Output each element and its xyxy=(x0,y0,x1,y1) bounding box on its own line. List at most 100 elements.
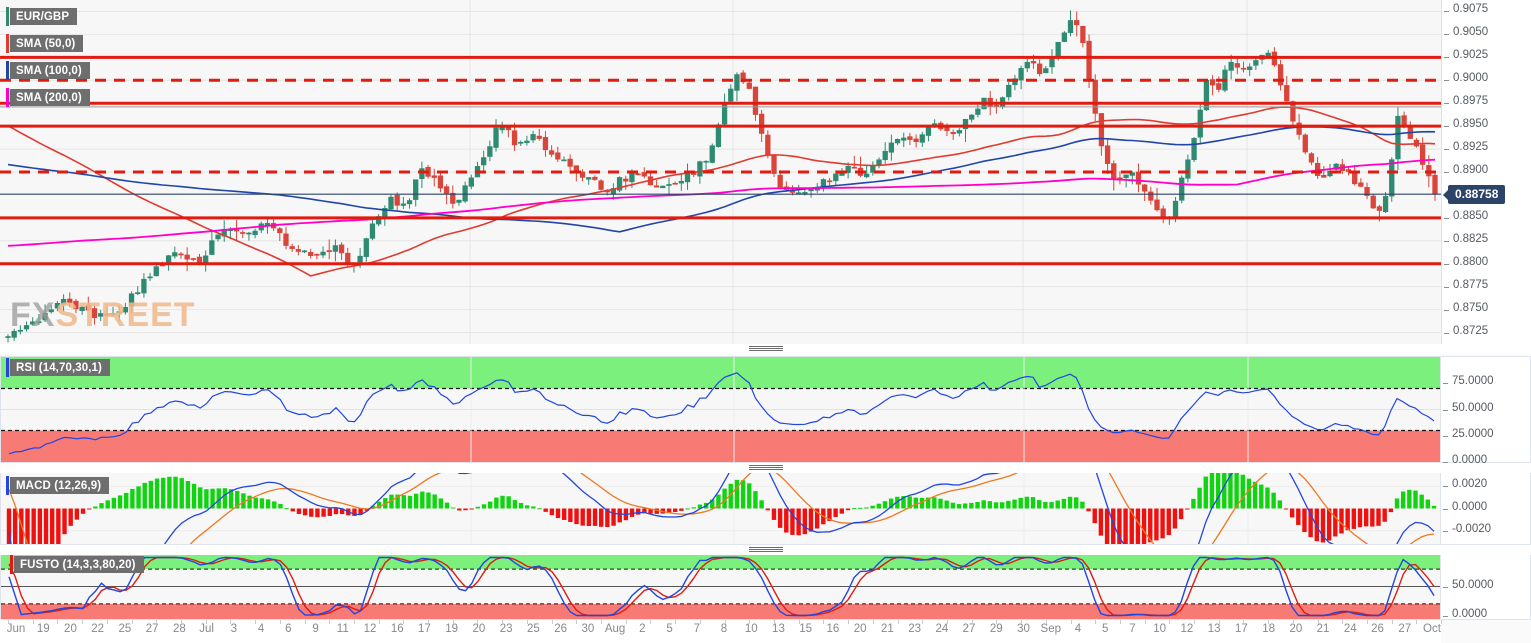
date-tick-label: Oct xyxy=(1423,623,1441,635)
macd-tick-label: 0.0000 xyxy=(1452,500,1488,513)
date-tick-mark xyxy=(724,620,726,624)
date-tick-label: 24 xyxy=(935,623,949,635)
price-tick-label: 0.8825 xyxy=(1453,232,1489,245)
price-tick-label: 0.8975 xyxy=(1453,95,1489,108)
price-tick-mark xyxy=(1444,172,1449,173)
rsi-tick-label: 75.0000 xyxy=(1452,375,1494,388)
price-tick-mark xyxy=(1444,263,1449,265)
date-tick-mark xyxy=(774,620,775,624)
fusto-plot-area[interactable] xyxy=(1,554,1440,619)
legend-rsi-label: RSI (14,70,30,1) xyxy=(16,361,102,374)
rsi-panel[interactable]: 75.0000 50.0000 25.0000 0.0000 xyxy=(0,356,1531,466)
date-tick-mark xyxy=(576,620,578,624)
date-tick-label: 12 xyxy=(363,623,377,635)
macd-panel[interactable]: 0.0020 0.0000 -0.0020 xyxy=(0,472,1531,545)
date-tick-mark xyxy=(1169,620,1171,624)
legend-rsi[interactable]: RSI (14,70,30,1) xyxy=(6,358,110,377)
price-series-svg xyxy=(0,0,1441,344)
date-tick-mark xyxy=(625,620,627,624)
legend-symbol-swatch xyxy=(6,7,9,26)
date-tick-label: 28 xyxy=(172,623,186,635)
legend-macd[interactable]: MACD (12,26,9) xyxy=(6,476,110,495)
price-tick-label: 0.8800 xyxy=(1453,255,1489,268)
panel-splitter-macd[interactable] xyxy=(0,463,1531,473)
date-tick-label: 5 xyxy=(666,623,673,635)
panel-splitter-rsi[interactable] xyxy=(0,344,1531,354)
fusto-axis[interactable]: 50.0000 0.0000 xyxy=(1440,554,1530,620)
date-tick-label: 12 xyxy=(1180,623,1194,635)
price-tick-label: 0.9075 xyxy=(1453,3,1489,16)
date-tick-mark xyxy=(946,620,948,624)
date-tick-label: 25 xyxy=(526,623,540,635)
splitter-grip-icon[interactable] xyxy=(748,547,783,553)
date-tick-label: 26 xyxy=(554,623,568,635)
price-tick-mark xyxy=(1444,11,1449,13)
splitter-grip-icon[interactable] xyxy=(748,465,783,471)
price-chart-panel[interactable]: 0.9075 0.9050 0.9025 0.9000 0.8975 0.8950 0.89… xyxy=(0,0,1531,344)
date-tick-mark xyxy=(156,620,158,624)
date-tick-mark xyxy=(1218,620,1220,624)
price-tick-mark xyxy=(1444,103,1449,105)
date-tick-label: 17 xyxy=(1234,623,1248,635)
legend-macd-label: MACD (12,26,9) xyxy=(16,479,102,492)
date-tick-label: 13 xyxy=(772,623,785,635)
price-tick-mark xyxy=(1444,149,1449,151)
date-tick-label: 26 xyxy=(1371,623,1384,635)
date-tick-label: 21 xyxy=(1316,623,1330,635)
fusto-tick-label: 50.0000 xyxy=(1452,578,1494,591)
price-tick-mark xyxy=(1444,286,1449,288)
legend-fusto[interactable]: FUSTO (14,3,3,80,20) xyxy=(10,555,144,574)
date-tick-mark xyxy=(378,620,380,624)
rsi-axis[interactable]: 75.0000 50.0000 25.0000 0.0000 xyxy=(1440,357,1530,466)
date-tick-label: 27 xyxy=(962,623,976,635)
date-tick-label: Jun xyxy=(6,623,26,635)
macd-axis[interactable]: 0.0020 0.0000 -0.0020 xyxy=(1440,473,1530,544)
date-tick-label: 24 xyxy=(1343,623,1357,635)
date-tick-label: 4 xyxy=(1074,623,1082,635)
date-tick-label: 5 xyxy=(1102,623,1109,635)
date-axis[interactable]: Jun 19 20 22 25 27 28 Jul 3 4 6 9 11 12 16 17 19 20 23 25 26… xyxy=(0,620,1443,643)
macd-tick-mark xyxy=(1443,486,1448,488)
date-tick-mark xyxy=(551,620,553,624)
rsi-plot-area[interactable] xyxy=(1,357,1440,462)
price-tick-mark xyxy=(1444,80,1449,82)
date-tick-mark xyxy=(1070,620,1072,624)
price-axis[interactable]: 0.9075 0.9050 0.9025 0.9000 0.8975 0.8950 0.89… xyxy=(1441,0,1531,344)
price-tick-mark xyxy=(1444,217,1449,219)
date-tick-mark xyxy=(1095,620,1097,624)
price-tick-mark xyxy=(1444,332,1449,334)
date-tick-mark xyxy=(205,620,207,624)
date-tick-mark xyxy=(180,620,182,624)
legend-sma200[interactable]: SMA (200,0) xyxy=(6,88,90,107)
panel-splitter-fusto[interactable] xyxy=(0,545,1531,555)
rsi-tick-mark xyxy=(1443,409,1448,411)
macd-plot-area[interactable] xyxy=(1,473,1440,544)
price-tick-label: 0.8750 xyxy=(1453,301,1489,314)
date-tick-mark xyxy=(798,620,800,624)
date-tick-mark xyxy=(848,620,850,624)
legend-sma50[interactable]: SMA (50,0) xyxy=(6,34,84,53)
date-tick-label: 6 xyxy=(285,623,292,635)
date-tick-label: 15 xyxy=(799,623,813,635)
price-tick-label: 0.8900 xyxy=(1453,164,1489,176)
date-tick-label: 30 xyxy=(1017,623,1030,635)
date-tick-label: 18 xyxy=(1262,623,1276,635)
date-tick-mark xyxy=(452,620,454,624)
fusto-panel[interactable]: 50.0000 0.0000 xyxy=(0,553,1531,620)
legend-sma100[interactable]: SMA (100,0) xyxy=(6,61,90,80)
date-tick-mark xyxy=(353,620,355,624)
legend-fusto-label: FUSTO (14,3,3,80,20) xyxy=(20,558,136,571)
date-tick-mark xyxy=(131,620,133,624)
date-tick-mark xyxy=(675,620,677,624)
date-tick-label: 2 xyxy=(639,623,646,635)
price-tick-mark xyxy=(1444,240,1449,242)
date-tick-label: 16 xyxy=(390,623,404,635)
splitter-grip-icon[interactable] xyxy=(748,346,783,352)
date-tick-label: 21 xyxy=(880,623,894,635)
macd-tick-mark xyxy=(1443,530,1448,532)
price-plot-area[interactable] xyxy=(0,0,1441,344)
legend-symbol[interactable]: EUR/GBP xyxy=(6,7,78,26)
legend-sma200-label: SMA (200,0) xyxy=(16,91,82,104)
date-tick-label: 23 xyxy=(499,623,513,635)
